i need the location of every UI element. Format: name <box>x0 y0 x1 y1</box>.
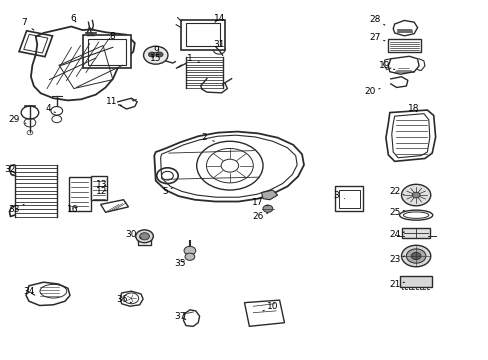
Text: 22: 22 <box>388 187 404 196</box>
Bar <box>334 186 363 211</box>
Text: 34: 34 <box>23 287 35 296</box>
Circle shape <box>140 233 149 240</box>
Text: 17: 17 <box>252 198 267 207</box>
Bar <box>401 228 429 238</box>
Text: 12: 12 <box>96 187 107 196</box>
Text: 4: 4 <box>45 104 55 113</box>
Text: 31: 31 <box>213 40 224 49</box>
Bar <box>83 35 131 68</box>
Text: 32: 32 <box>4 166 15 175</box>
Text: 30: 30 <box>125 230 141 239</box>
Text: 35: 35 <box>174 259 185 268</box>
Circle shape <box>410 252 420 260</box>
Text: 24: 24 <box>388 230 404 239</box>
Text: 27: 27 <box>369 33 384 42</box>
Circle shape <box>401 184 430 206</box>
Text: 9: 9 <box>153 46 158 55</box>
Text: 6: 6 <box>70 14 76 23</box>
Circle shape <box>263 205 272 212</box>
Text: 36: 36 <box>116 294 131 303</box>
Text: 29: 29 <box>9 115 26 124</box>
Circle shape <box>183 246 195 255</box>
Bar <box>138 239 151 245</box>
Text: 25: 25 <box>388 208 404 217</box>
Text: 26: 26 <box>252 212 267 221</box>
Circle shape <box>136 230 153 243</box>
Text: 1: 1 <box>186 54 199 63</box>
Text: 20: 20 <box>364 86 379 95</box>
Text: 14: 14 <box>213 14 224 23</box>
Bar <box>69 177 90 211</box>
Bar <box>181 19 224 50</box>
Bar <box>19 31 52 57</box>
Text: 37: 37 <box>174 312 185 321</box>
Circle shape <box>184 253 194 260</box>
Circle shape <box>148 52 155 57</box>
Text: 11: 11 <box>106 97 122 106</box>
Circle shape <box>156 52 163 57</box>
Bar <box>387 39 420 52</box>
Circle shape <box>411 192 419 198</box>
Text: 19: 19 <box>378 62 394 71</box>
Polygon shape <box>261 190 277 200</box>
Circle shape <box>143 46 167 64</box>
Bar <box>400 276 431 287</box>
Text: 5: 5 <box>163 187 172 196</box>
Text: 28: 28 <box>369 15 384 25</box>
Bar <box>24 35 48 53</box>
Text: 3: 3 <box>333 190 344 199</box>
Bar <box>91 176 107 199</box>
Text: 15: 15 <box>150 54 161 63</box>
Text: 2: 2 <box>201 133 214 142</box>
Text: 23: 23 <box>388 255 404 264</box>
Text: 13: 13 <box>96 180 108 189</box>
Text: 10: 10 <box>263 302 278 311</box>
Text: 18: 18 <box>407 104 419 113</box>
Bar <box>185 23 220 46</box>
Text: 16: 16 <box>67 205 79 214</box>
Text: 7: 7 <box>21 18 34 30</box>
Circle shape <box>401 245 430 267</box>
Text: 8: 8 <box>109 32 115 41</box>
Bar <box>88 39 126 64</box>
Circle shape <box>406 249 425 263</box>
Bar <box>338 190 359 208</box>
Text: 33: 33 <box>9 204 24 214</box>
Text: 21: 21 <box>388 280 404 289</box>
